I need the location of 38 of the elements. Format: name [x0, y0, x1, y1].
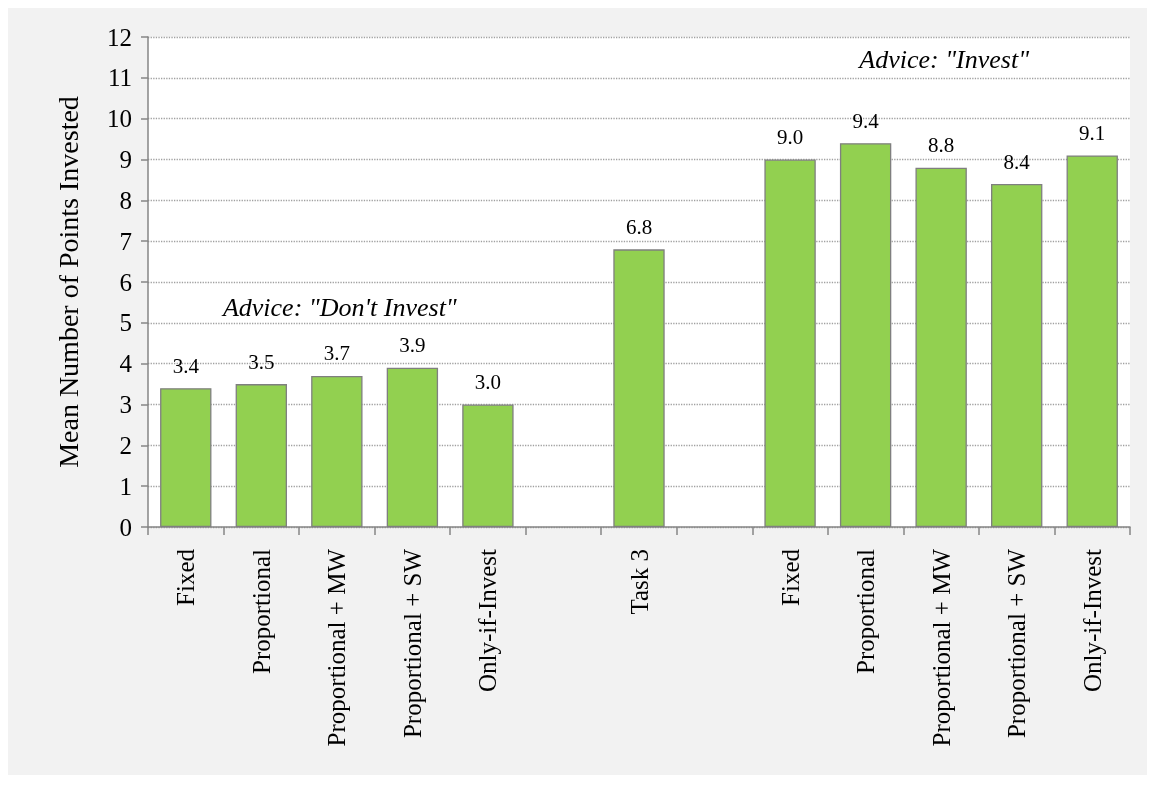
x-tick-label: Fixed [172, 548, 200, 606]
y-tick-label: 1 [119, 472, 132, 500]
y-tick-label: 7 [119, 227, 132, 255]
x-tick-label: Proportional + SW [1003, 548, 1031, 739]
data-label: 6.8 [625, 214, 653, 239]
y-tick-label: 2 [119, 431, 132, 459]
x-tick-label: Proportional + MW [323, 548, 351, 747]
x-tick-label: Task 3 [625, 549, 653, 615]
data-label: 3.0 [474, 370, 502, 394]
y-tick-label: 11 [107, 64, 132, 92]
data-label: 3.4 [172, 353, 200, 378]
x-tick-label: Proportional + MW [927, 548, 955, 747]
y-tick-label: 10 [107, 105, 132, 133]
data-label: 3.9 [399, 333, 426, 358]
y-axis-title: Mean Number of Points Invested [52, 96, 84, 468]
x-tick-label: Fixed [776, 548, 804, 606]
data-label: 8.8 [928, 133, 955, 158]
annotation: Advice: "Don't Invest" [220, 293, 457, 323]
y-tick-label: 8 [119, 186, 132, 214]
x-tick-label: Proportional [852, 548, 880, 674]
data-label: 9.1 [1079, 120, 1106, 145]
x-tick-label: Only-if-Invest [474, 548, 502, 693]
data-label: 3.5 [248, 349, 275, 374]
y-tick-label: 4 [119, 350, 133, 378]
y-tick-label: 0 [119, 513, 132, 541]
data-label: 3.7 [323, 341, 350, 366]
data-label: 9.4 [852, 108, 880, 133]
y-tick-label: 6 [119, 268, 132, 296]
y-tick-label: 12 [107, 23, 132, 51]
data-label: 9.0 [776, 125, 804, 149]
y-tick-label: 3 [119, 391, 132, 418]
x-tick-label: Proportional [247, 548, 275, 674]
y-tick-label: 9 [119, 146, 132, 173]
x-tick-label: Proportional + SW [398, 548, 426, 739]
annotation: Advice: "Invest" [857, 44, 1030, 74]
x-tick-label: Only-if-Invest [1078, 548, 1106, 693]
data-label: 8.4 [1003, 149, 1031, 174]
y-tick-label: 5 [119, 309, 132, 337]
